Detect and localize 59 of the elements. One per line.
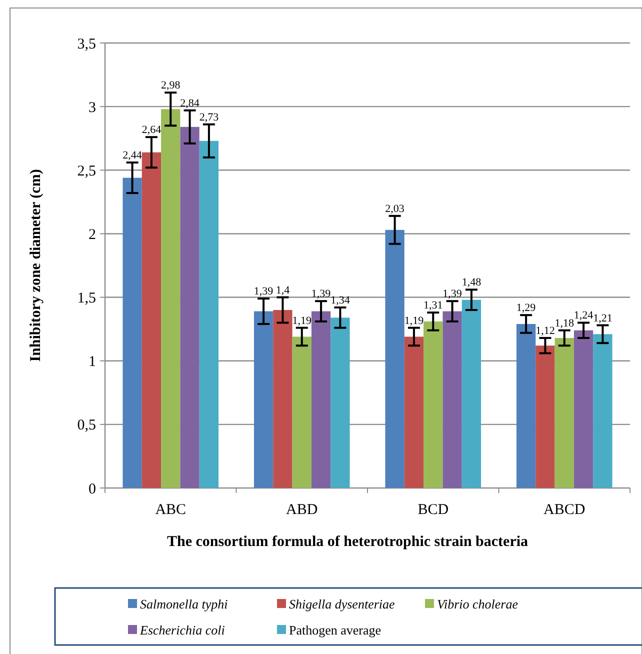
data-label: 1,48 (462, 276, 482, 289)
data-label: 1,31 (424, 300, 443, 312)
bar (424, 321, 443, 488)
data-label: 1,39 (442, 288, 462, 300)
x-tick-label: ABD (286, 502, 318, 518)
bar (180, 126, 200, 488)
y-tick-label: 2,5 (77, 163, 96, 180)
legend-label: Escherichia coli (139, 622, 226, 638)
data-label: 1,39 (311, 288, 332, 300)
y-tick-label: 0 (88, 481, 96, 498)
bar (516, 324, 536, 488)
bar (254, 311, 274, 488)
data-label: 2,98 (161, 80, 181, 92)
data-label: 1,21 (593, 312, 612, 324)
data-label: 2,84 (180, 97, 200, 110)
bar (574, 330, 594, 488)
legend-label: Pathogen average (289, 622, 382, 638)
data-label: 1,19 (404, 314, 424, 327)
bar (161, 109, 180, 488)
bar (593, 334, 612, 488)
bar (462, 300, 482, 488)
bar (536, 346, 555, 488)
legend-label: Salmonella typhi (140, 596, 228, 612)
data-label: 1,34 (330, 294, 350, 306)
y-axis-title: Inhibitory zone diameter (cm) (28, 169, 44, 362)
x-tick-label: ABC (155, 502, 186, 518)
data-label: 1,12 (536, 324, 555, 337)
y-tick-label: 2 (88, 226, 96, 243)
y-tick-label: 3 (88, 100, 96, 116)
y-tick-label: 0,5 (77, 418, 96, 434)
data-label: 1,24 (574, 310, 594, 322)
data-label: 1,29 (516, 302, 536, 314)
bar (292, 336, 312, 488)
x-tick-label: BCD (418, 502, 449, 518)
bar (273, 310, 292, 488)
data-label: 1,19 (292, 314, 312, 327)
legend-label: Shigella dysenteriae (289, 596, 396, 612)
legend-label: Vibrio cholerae (437, 596, 518, 612)
data-label: 1,39 (254, 286, 274, 298)
data-label: 1,4 (276, 284, 290, 296)
data-label: 1,18 (554, 317, 574, 330)
bar (330, 318, 350, 488)
y-tick-label: 1,5 (77, 290, 96, 307)
y-tick-label: 1 (88, 354, 96, 370)
data-label: 2,73 (199, 111, 220, 124)
bar (385, 230, 404, 488)
bar (199, 140, 219, 488)
bar (554, 338, 574, 488)
data-label: 2,44 (122, 150, 142, 162)
bar (404, 336, 424, 488)
data-label: 2,03 (385, 202, 405, 215)
bar (142, 152, 162, 488)
bar (122, 178, 142, 488)
bar (311, 311, 331, 488)
y-tick-label: 3,5 (77, 36, 96, 52)
x-tick-label: ABCD (544, 502, 586, 518)
data-label: 2,64 (142, 124, 162, 136)
x-axis-title: The consortium formula of heterotrophic strain bacteria (166, 534, 529, 550)
bar (442, 311, 462, 488)
